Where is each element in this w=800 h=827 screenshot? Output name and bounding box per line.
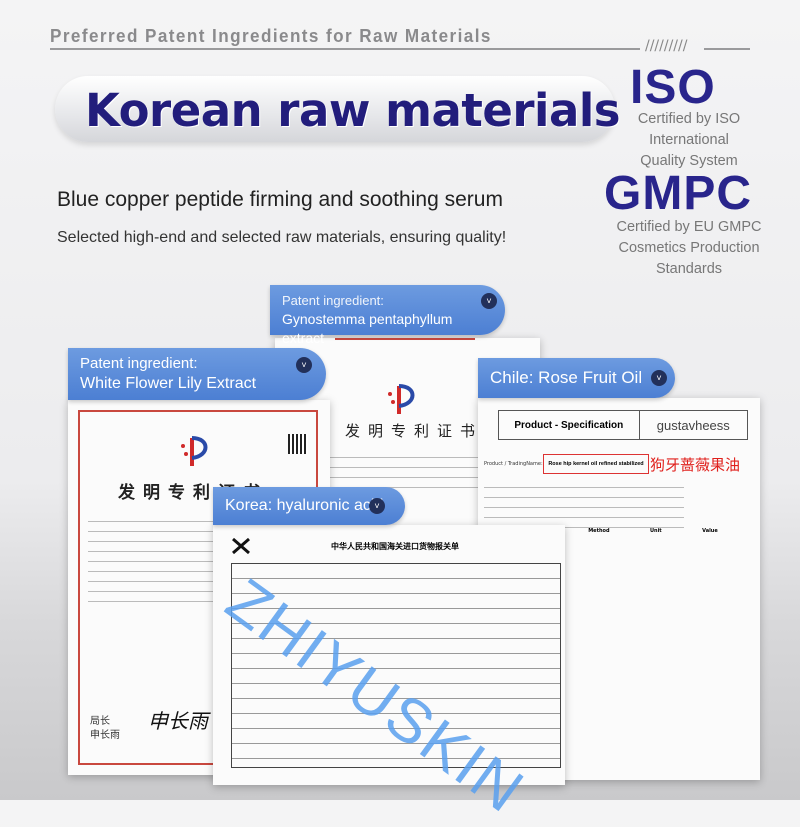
column-header: Unit	[649, 528, 662, 534]
label-lily: Patent ingredient: White Flower Lily Ext…	[68, 348, 326, 400]
spec-brand: gustavheess	[656, 417, 730, 433]
signature-title: 局长	[90, 716, 110, 727]
spec-product: Rose hip kernel oil refined stabilized	[543, 454, 649, 474]
label-rose: Chile: Rose Fruit Oil ˅	[478, 358, 675, 398]
spec-product-label: Product / TradingName:	[484, 461, 543, 467]
customs-table	[231, 563, 561, 768]
iso-description: Certified by ISO International Quality S…	[598, 109, 780, 172]
chevron-down-icon[interactable]: ˅	[481, 293, 497, 309]
customs-title: 中华人民共和国海关进口货物报关单	[331, 541, 459, 551]
iso-heading: ISO	[630, 61, 716, 114]
column-header: Method	[588, 528, 610, 534]
label-line: White Flower Lily Extract	[80, 375, 257, 392]
product-description: Selected high-end and selected raw mater…	[57, 229, 507, 246]
patent-logo-icon	[181, 436, 208, 466]
title-banner	[55, 76, 615, 142]
column-header: Value	[702, 528, 718, 534]
cert-line: Certified by EU GMPC	[616, 219, 762, 235]
chevron-down-icon[interactable]: ˅	[296, 357, 312, 373]
divider	[704, 48, 750, 50]
label-line: Patent ingredient:	[80, 355, 198, 372]
cert-line: Cosmetics Production	[618, 240, 760, 256]
page-title: Korean raw materials	[85, 84, 621, 137]
patent-title: 发明专利证书	[345, 422, 484, 440]
spec-title: Product - Specification	[499, 411, 640, 439]
divider	[50, 48, 640, 50]
gmpc-heading: GMPC	[604, 167, 752, 220]
label-hyaluronic: Korea: hyaluronic acid ˅	[213, 487, 405, 525]
cert-line: Quality System	[640, 153, 738, 169]
label-line: Chile: Rose Fruit Oil	[490, 368, 643, 387]
product-subtitle: Blue copper peptide firming and soothing…	[57, 188, 503, 211]
chevron-down-icon[interactable]: ˅	[369, 498, 385, 514]
patent-logo-icon	[388, 384, 415, 414]
gmpc-description: Certified by EU GMPC Cosmetics Productio…	[610, 217, 768, 280]
cert-line: Standards	[655, 261, 723, 277]
label-line: Gynostemma pentaphyllum extract	[282, 311, 453, 346]
spec-product-cn: 狗牙蔷薇果油	[650, 456, 741, 474]
customs-declaration-form: 中华人民共和国海关进口货物报关单	[213, 525, 565, 785]
label-line: Korea: hyaluronic acid	[225, 497, 384, 514]
cert-line: Certified by ISO International	[637, 111, 741, 148]
qr-code	[288, 434, 308, 454]
divider-slashes: /////////	[645, 38, 688, 54]
signature: 申长雨	[148, 709, 208, 733]
header-tagline: Preferred Patent Ingredients for Raw Mat…	[50, 26, 492, 46]
label-gynostemma: Patent ingredient: Gynostemma pentaphyll…	[270, 285, 505, 346]
label-line: Patent ingredient:	[282, 293, 384, 308]
customs-emblem-icon	[232, 537, 250, 555]
signature-name: 申长雨	[90, 730, 120, 741]
chevron-down-icon[interactable]: ˅	[651, 370, 667, 386]
